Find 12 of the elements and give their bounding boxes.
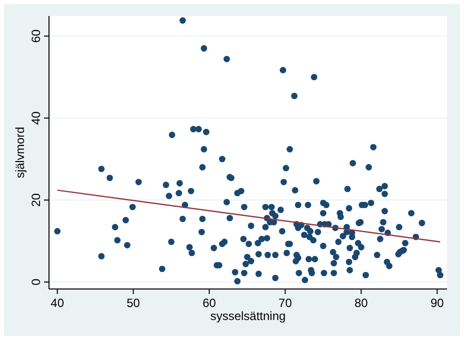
x-axis-title: sysselsättning (210, 309, 286, 323)
y-tick-label: 0 (29, 278, 43, 286)
x-tick-label: 90 (430, 296, 444, 310)
x-tick-label: 50 (126, 296, 140, 310)
y-axis-title: självmord (13, 126, 27, 178)
y-tick-label: 60 (29, 29, 43, 43)
y-tick-label: 40 (29, 111, 43, 125)
x-tick-label: 70 (278, 296, 292, 310)
x-tick-label: 60 (202, 296, 216, 310)
y-tick-label: 20 (29, 193, 43, 207)
x-tick-label: 80 (354, 296, 368, 310)
x-tick-label: 40 (50, 296, 64, 310)
